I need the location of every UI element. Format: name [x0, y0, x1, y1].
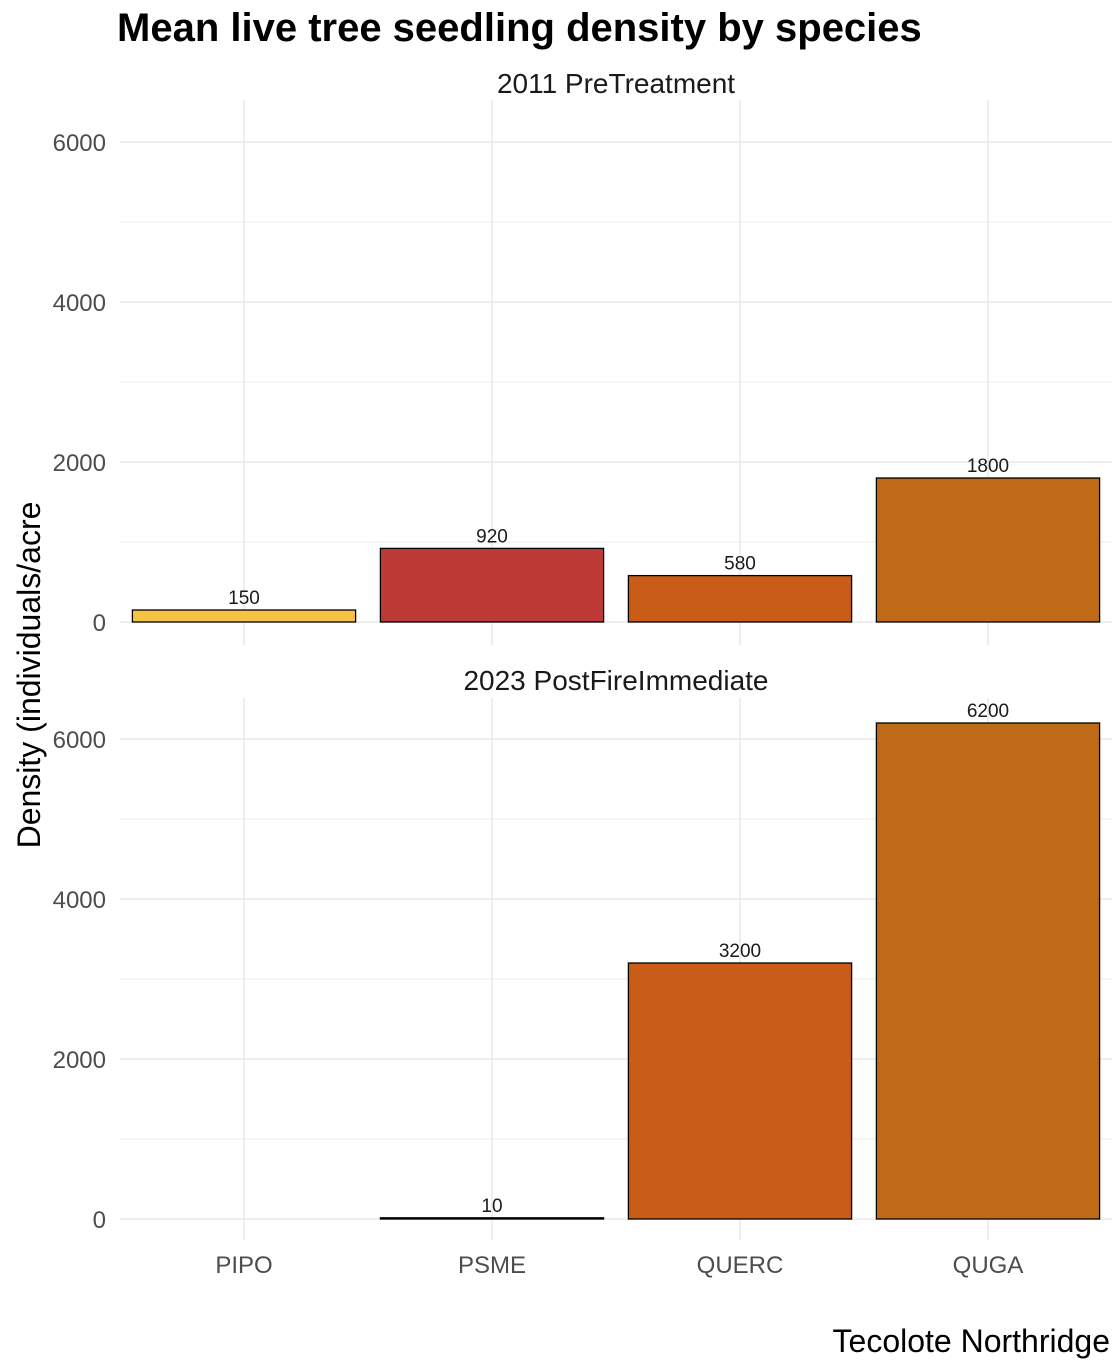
- bar: [379, 1217, 605, 1220]
- y-axis-label: Density (individuals/acre: [11, 502, 47, 849]
- facet-panel: 0 2000 4000 6000 2011 PreTreatment 150 920 580 1…: [53, 68, 1112, 645]
- y-tick-label: 6000: [53, 727, 106, 754]
- x-axis-label: Tecolote Northridge: [833, 1323, 1110, 1359]
- y-tick-label: 6000: [53, 130, 106, 157]
- bar: [875, 722, 1101, 1220]
- data-label: 920: [476, 526, 508, 547]
- y-tick-label: 0: [93, 1207, 106, 1234]
- x-tick-label: QUGA: [953, 1252, 1024, 1279]
- y-tick-label: 4000: [53, 887, 106, 914]
- facet-title: 2011 PreTreatment: [497, 68, 735, 99]
- data-label: 150: [228, 588, 260, 609]
- data-label: 1800: [967, 456, 1009, 477]
- bar: [875, 477, 1101, 623]
- bar: [627, 962, 853, 1220]
- chart-title: Mean live tree seedling density by speci…: [117, 6, 922, 50]
- data-label: 580: [724, 554, 756, 575]
- y-tick-label: 2000: [53, 1047, 106, 1074]
- y-tick-label: 2000: [53, 450, 106, 477]
- bar: [131, 609, 357, 623]
- bar: [379, 547, 605, 623]
- facet-panel: 0 2000 4000 6000 2023 PostFireImmediate 10 320…: [53, 665, 1112, 1240]
- data-label: 10: [481, 1196, 502, 1217]
- x-tick-label: QUERC: [697, 1252, 784, 1279]
- data-label: 3200: [719, 941, 761, 962]
- facet-title: 2023 PostFireImmediate: [463, 665, 768, 696]
- y-tick-label: 0: [93, 610, 106, 637]
- x-tick-label: PIPO: [215, 1252, 272, 1279]
- facet-panels: 0 2000 4000 6000 2011 PreTreatment 150 920 580 1…: [53, 68, 1112, 1279]
- bar: [627, 574, 853, 623]
- data-label: 6200: [967, 701, 1009, 722]
- y-tick-label: 4000: [53, 290, 106, 317]
- x-tick-label: PSME: [458, 1252, 526, 1279]
